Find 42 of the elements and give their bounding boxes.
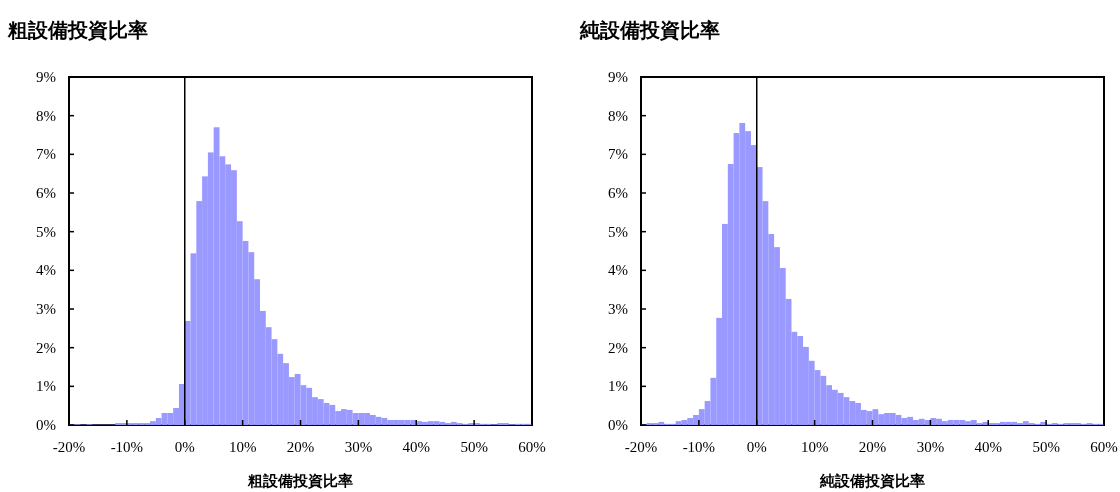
x-tick-label: 50% <box>1032 439 1060 455</box>
y-tick-label: 1% <box>608 378 628 395</box>
x-tick-label: 60% <box>1090 439 1118 455</box>
x-tick-label: -20% <box>52 439 86 455</box>
y-tick-label: 4% <box>608 262 628 279</box>
y-tick-label: 9% <box>36 69 56 85</box>
y-tick-label: 4% <box>36 262 56 279</box>
y-tick-label: 1% <box>36 378 56 395</box>
y-tick-label: 0% <box>36 417 56 433</box>
y-tick-label: 3% <box>608 301 628 317</box>
x-tick-label: 40% <box>974 439 1002 455</box>
x-tick-label: -10% <box>110 439 144 455</box>
y-tick-label: 2% <box>36 339 56 356</box>
y-tick-label: 3% <box>36 301 56 317</box>
x-tick-label: -20% <box>624 439 658 455</box>
x-axis-title: 粗設備投資比率 <box>247 472 353 490</box>
y-tick-label: 8% <box>608 107 628 124</box>
x-axis-title: 純設備投資比率 <box>819 472 925 490</box>
x-tick-label: 0% <box>746 439 767 455</box>
x-tick-label: 30% <box>916 439 945 455</box>
x-tick-label: 30% <box>344 439 373 455</box>
x-tick-label: 20% <box>286 439 315 455</box>
x-tick-label: 20% <box>858 439 887 455</box>
y-tick-label: 5% <box>608 223 628 240</box>
y-tick-label: 2% <box>608 339 628 356</box>
x-tick-label: 50% <box>460 439 488 455</box>
x-tick-label: 60% <box>518 439 546 455</box>
chart-title: 純設備投資比率 <box>579 18 720 42</box>
y-tick-label: 9% <box>608 69 628 85</box>
y-tick-label: 7% <box>608 146 628 163</box>
x-tick-label: 0% <box>174 439 195 455</box>
y-tick-label: 7% <box>36 146 56 163</box>
x-tick-label: 10% <box>228 439 257 455</box>
x-tick-label: -10% <box>682 439 716 455</box>
y-tick-label: 6% <box>608 185 628 201</box>
x-tick-label: 10% <box>800 439 829 455</box>
y-tick-label: 5% <box>36 223 56 240</box>
x-tick-label: 40% <box>402 439 430 455</box>
y-tick-label: 6% <box>36 185 56 201</box>
chart-title: 粗設備投資比率 <box>7 18 148 42</box>
y-tick-label: 8% <box>36 107 56 124</box>
y-tick-label: 0% <box>608 417 628 433</box>
